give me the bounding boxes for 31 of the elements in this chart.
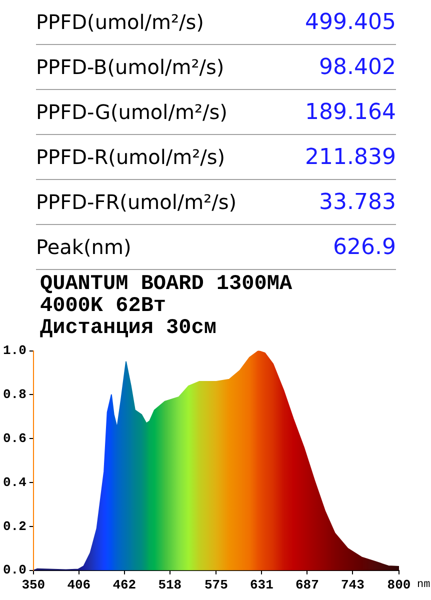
x-tick-label: 687 <box>295 577 319 592</box>
x-tick-label: 631 <box>250 577 274 592</box>
x-tick-label: 406 <box>67 577 91 592</box>
text: 189.164 <box>305 100 396 124</box>
x-tick-label: 800 <box>387 577 411 592</box>
text: Peak(nm) <box>36 235 132 259</box>
text: PPFD-B(umol/m²/s) <box>36 55 224 79</box>
x-tick-label: 462 <box>112 577 136 592</box>
text: PPFD-FR(umol/m²/s) <box>36 190 237 214</box>
x-tick-label: 575 <box>204 577 228 592</box>
text: 33.783 <box>319 190 396 214</box>
text: PPFD-G(umol/m²/s) <box>36 100 228 124</box>
text: PPFD-R(umol/m²/s) <box>36 145 226 169</box>
x-tick-label: 518 <box>158 577 182 592</box>
y-tick-label: 0.4 <box>3 474 27 490</box>
text: PPFD(umol/m²/s) <box>36 10 204 34</box>
x-tick-label: 350 <box>22 577 46 592</box>
y-tick-label: 1.0 <box>3 343 27 358</box>
text: 626.9 <box>333 234 396 260</box>
text: 499.405 <box>305 10 396 34</box>
x-axis-title: nm <box>417 578 431 591</box>
x-tick-label: 743 <box>340 577 365 592</box>
y-tick-label: 0.0 <box>3 562 27 578</box>
text: 98.402 <box>319 54 396 80</box>
text: Дистанция 30см <box>40 317 218 340</box>
y-tick-label: 0.2 <box>3 518 27 534</box>
chart-title: QUANTUM BOARD 1300MA <box>40 273 294 296</box>
text: 211.839 <box>305 144 396 170</box>
y-tick-label: 0.8 <box>3 387 27 402</box>
chart-subtitle: 4000K 62Вт <box>40 295 168 318</box>
y-tick-label: 0.6 <box>3 430 27 446</box>
